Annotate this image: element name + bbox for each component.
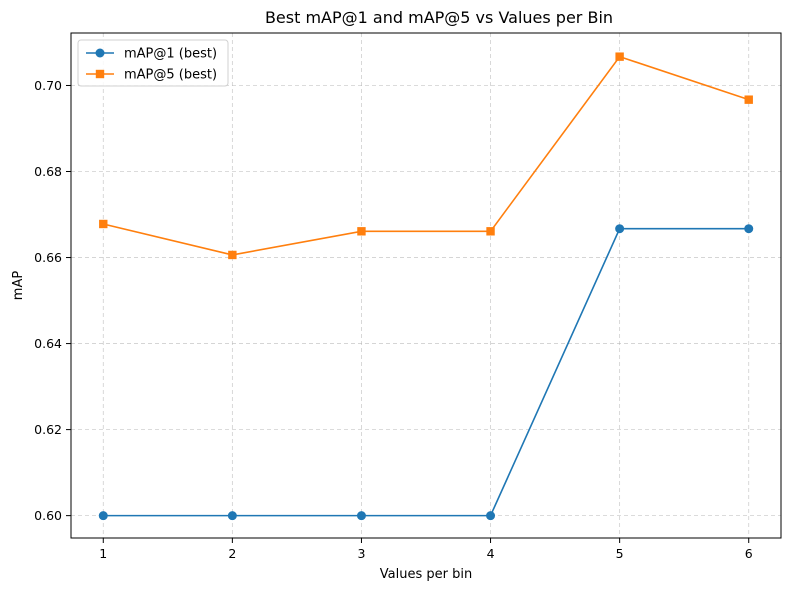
ticks: 1 2 3 4 5 6 0.60 0.62 0.64 0.66 0.68 0.70 — [34, 78, 753, 561]
data-point — [486, 511, 496, 521]
x-tick-label: 4 — [487, 546, 495, 561]
x-tick-label: 2 — [228, 546, 236, 561]
legend-box — [77, 39, 229, 87]
legend-label: mAP@5 (best) — [124, 68, 217, 83]
data-point — [357, 227, 366, 236]
data-point — [744, 95, 753, 104]
x-tick-label: 3 — [357, 546, 365, 561]
grid — [71, 33, 781, 538]
data-point — [227, 511, 237, 521]
data-point — [615, 224, 625, 234]
legend: mAP@1 (best) mAP@5 (best) — [77, 39, 229, 87]
x-tick-label: 6 — [745, 546, 753, 561]
data-point — [615, 52, 624, 61]
y-tick-label: 0.68 — [34, 164, 62, 179]
data-point — [99, 219, 108, 229]
series-line-2 — [103, 55, 749, 256]
x-axis-label: Values per bin — [380, 567, 472, 582]
legend-marker — [95, 48, 105, 58]
y-axis-label: mAP — [11, 271, 26, 301]
y-tick-label: 0.66 — [34, 250, 62, 265]
plot-area — [70, 32, 782, 539]
y-tick-label: 0.70 — [34, 78, 62, 93]
series-line-1 — [103, 227, 749, 517]
data-point — [228, 250, 237, 260]
chart-title: Best mAP@1 and mAP@5 vs Values per Bin — [265, 8, 613, 27]
y-tick-label: 0.60 — [34, 508, 62, 523]
y-tick-label: 0.64 — [34, 336, 62, 351]
x-tick-label: 5 — [616, 546, 624, 561]
legend-marker — [95, 69, 105, 79]
x-tick-label: 1 — [99, 546, 107, 561]
legend-label: mAP@1 (best) — [124, 47, 217, 62]
data-point — [98, 511, 108, 521]
series-layer — [98, 52, 754, 521]
y-tick-label: 0.62 — [34, 422, 62, 437]
data-point — [486, 227, 495, 236]
data-point — [744, 224, 754, 234]
data-point — [356, 511, 366, 521]
